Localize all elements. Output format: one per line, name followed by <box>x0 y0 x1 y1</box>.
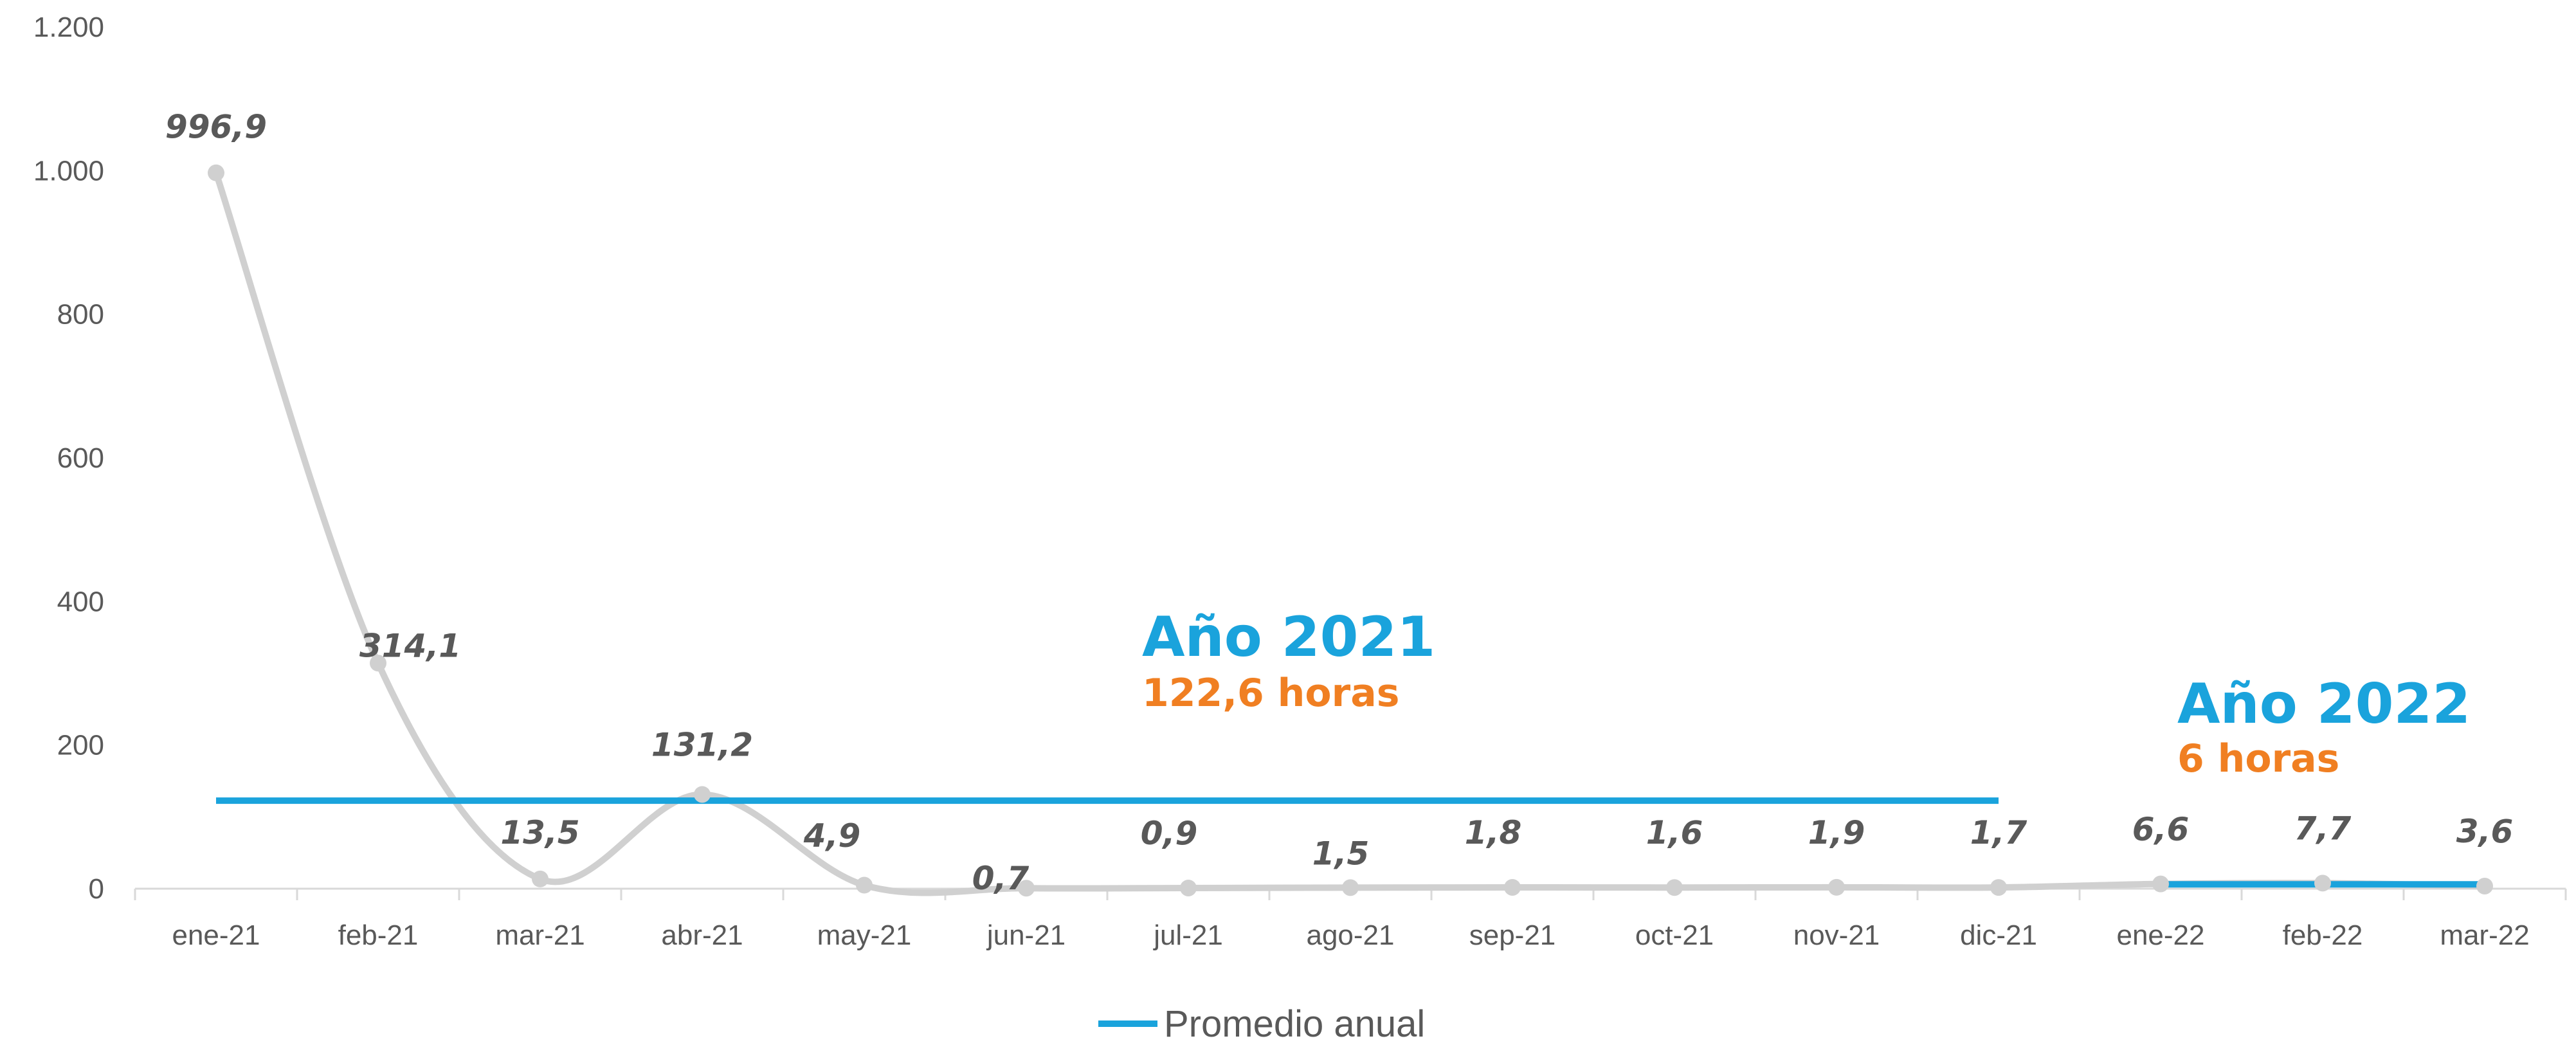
data-point <box>1180 879 1197 896</box>
data-point <box>1342 879 1359 896</box>
annotation-2021-title: Año 2021 <box>1142 605 1435 669</box>
data-point <box>370 655 386 672</box>
data-point <box>694 786 711 803</box>
data-point <box>1990 879 2007 896</box>
x-tick-label: jul-21 <box>1152 920 1223 951</box>
data-label: 1,8 <box>1465 814 1522 851</box>
data-labels: 996,9 314,1 13,5 131,2 4,9 0,7 0,9 1,5 1,8 1,6 1,9… <box>165 108 2513 897</box>
data-label: 13,5 <box>500 814 579 851</box>
annotation-2021-subtitle: 122,6 horas <box>1142 671 1399 716</box>
x-tick-label: oct-21 <box>1635 920 1714 951</box>
x-tick-label: ene-21 <box>172 920 260 951</box>
data-label: 1,7 <box>1970 814 2027 851</box>
series-monthly-line <box>213 169 2488 896</box>
data-label: 4,9 <box>803 817 861 855</box>
y-axis: 0 200 400 600 800 1.000 1.200 <box>33 12 104 905</box>
annotations: Año 2021 122,6 horas Año 2022 6 horas <box>1142 605 2471 781</box>
data-point <box>2476 877 2493 894</box>
x-tick-label: abr-21 <box>661 920 743 951</box>
x-tick-label: feb-22 <box>2283 920 2363 951</box>
data-label: 6,6 <box>2132 811 2190 848</box>
y-tick-label: 200 <box>57 730 104 761</box>
x-tick-label: nov-21 <box>1793 920 1880 951</box>
data-label: 131,2 <box>651 726 753 763</box>
y-tick-label: 600 <box>57 442 104 474</box>
x-tick-label: may-21 <box>817 920 912 951</box>
data-point <box>856 876 873 894</box>
data-label: 1,9 <box>1808 814 1865 851</box>
annotation-2022-title: Año 2022 <box>2177 672 2471 736</box>
x-tick-label: sep-21 <box>1469 920 1556 951</box>
y-tick-label: 1.200 <box>33 12 104 43</box>
x-tick-label: feb-21 <box>338 920 419 951</box>
x-tick-label: ene-22 <box>2116 920 2204 951</box>
data-label: 996,9 <box>165 108 267 145</box>
data-point <box>2152 875 2169 893</box>
legend: Promedio anual <box>1098 1003 1425 1043</box>
data-label: 1,6 <box>1646 814 1703 851</box>
data-label: 314,1 <box>359 627 461 664</box>
y-tick-label: 1.000 <box>33 155 104 186</box>
y-tick-label: 0 <box>89 873 104 905</box>
data-label: 0,9 <box>1141 815 1198 852</box>
data-point <box>208 164 224 181</box>
x-tick-label: dic-21 <box>1960 920 2037 951</box>
legend-label: Promedio anual <box>1164 1003 1425 1043</box>
data-point <box>1666 879 1683 896</box>
y-tick-label: 400 <box>57 586 104 617</box>
data-point <box>532 870 549 887</box>
data-label: 1,5 <box>1312 835 1370 872</box>
data-point <box>1828 878 1845 896</box>
x-tick-label: mar-22 <box>2440 920 2529 951</box>
data-label: 7,7 <box>2294 810 2352 847</box>
y-tick-label: 800 <box>57 299 104 331</box>
data-point <box>2314 875 2331 892</box>
data-point <box>1018 880 1035 897</box>
series-layer <box>208 164 2493 897</box>
x-tick-label: jun-21 <box>986 920 1066 951</box>
data-label: 3,6 <box>2456 813 2514 850</box>
data-label: 0,7 <box>972 860 1029 897</box>
data-point <box>1504 878 1521 896</box>
x-tick-label: mar-21 <box>495 920 585 951</box>
x-tick-label: ago-21 <box>1306 920 1394 951</box>
x-axis: ene-21 feb-21 mar-21 abr-21 may-21 jun-21 jul-… <box>134 887 2567 951</box>
annotation-2022-subtitle: 6 horas <box>2177 736 2339 781</box>
